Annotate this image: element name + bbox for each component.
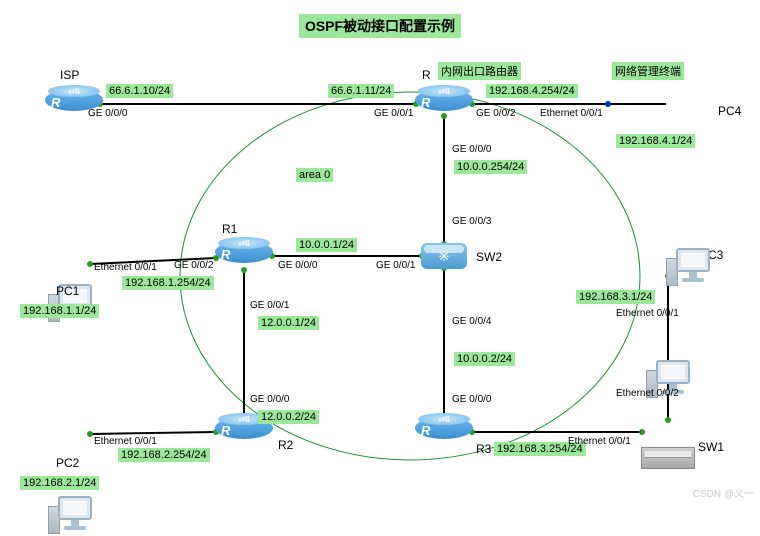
ip-pc4: 192.168.4.1/24	[616, 134, 695, 148]
r2-label: R2	[278, 438, 293, 452]
port-r-ge001: GE 0/0/1	[374, 108, 413, 119]
ip-r-ge002: 192.168.4.254/24	[486, 84, 578, 98]
port-r2-ge000: GE 0/0/0	[250, 394, 289, 405]
switch-sw1	[641, 447, 695, 469]
ip-r-ge000: 10.0.0.254/24	[454, 160, 527, 174]
isp-label: ISP	[60, 68, 79, 82]
port-sw2-ge001: GE 0/0/1	[376, 260, 415, 271]
pc4-label: PC4	[718, 104, 741, 118]
port-isp-ge000: GE 0/0/0	[88, 108, 127, 119]
port-pc1-eth: Ethernet 0/0/1	[94, 262, 157, 273]
port-sw1-eth1: Ethernet 0/0/1	[568, 436, 631, 447]
port-r1-ge000: GE 0/0/0	[278, 260, 317, 271]
ip-r3-ge000: 10.0.0.2/24	[454, 352, 515, 366]
ip-r2-eth: 192.168.2.254/24	[118, 448, 210, 462]
ip-r1-ge000: 10.0.0.1/24	[296, 238, 357, 252]
r-label: R	[422, 68, 431, 82]
ip-isp: 66.6.1.10/24	[106, 84, 173, 98]
r3-label: R3	[476, 442, 491, 456]
watermark: CSDN @义一	[693, 485, 754, 500]
area-ellipse	[180, 92, 640, 460]
port-sw1-eth2: Ethernet 0/0/2	[616, 388, 679, 399]
router-r: ⇄⇅R	[415, 89, 473, 119]
router-r1: ⇄⇅R	[215, 241, 273, 271]
port-r1-ge001: GE 0/0/1	[250, 300, 289, 311]
ip-pc2: 192.168.2.1/24	[20, 476, 99, 490]
sw2-label: SW2	[476, 250, 502, 264]
pc2-label: PC2	[56, 456, 79, 470]
ip-pc3: 192.168.3.1/24	[576, 290, 655, 304]
switch-sw2: ※	[421, 243, 467, 269]
port-pc3-eth: Ethernet 0/0/1	[616, 308, 679, 319]
ip-pc1: 192.168.1.1/24	[20, 304, 99, 318]
pc4-note: 网络管理终端	[612, 62, 684, 80]
r1-label: R1	[222, 222, 237, 236]
ip-r-ge001: 66.6.1.11/24	[328, 84, 394, 98]
port-pc2-eth: Ethernet 0/0/1	[94, 436, 157, 447]
ip-r1-ge002: 192.168.1.254/24	[122, 276, 214, 290]
diagram-canvas: OSPF被动接口配置示例 ⇄⇅R ISP	[0, 0, 760, 504]
port-sw2-ge003: GE 0/0/3	[452, 216, 491, 227]
router-r3: ⇄⇅R	[415, 417, 473, 447]
port-pc4-eth: Ethernet 0/0/1	[540, 108, 603, 119]
ip-r2-ge000: 12.0.0.2/24	[258, 410, 319, 424]
pc1-label: PC1	[56, 284, 79, 298]
ip-r1-ge001: 12.0.0.1/24	[258, 316, 319, 330]
pc4-icon	[666, 248, 710, 288]
pc2-icon	[48, 496, 92, 536]
port-r-ge002: GE 0/0/2	[476, 108, 515, 119]
port-sw2-ge004: GE 0/0/4	[452, 316, 491, 327]
port-r-ge000: GE 0/0/0	[452, 144, 491, 155]
port-r3-ge000: GE 0/0/0	[452, 394, 491, 405]
sw1-label: SW1	[698, 440, 724, 454]
r-note: 内网出口路由器	[438, 62, 521, 80]
port-r1-ge002: GE 0/0/2	[174, 260, 213, 271]
area-label: area 0	[296, 168, 333, 182]
